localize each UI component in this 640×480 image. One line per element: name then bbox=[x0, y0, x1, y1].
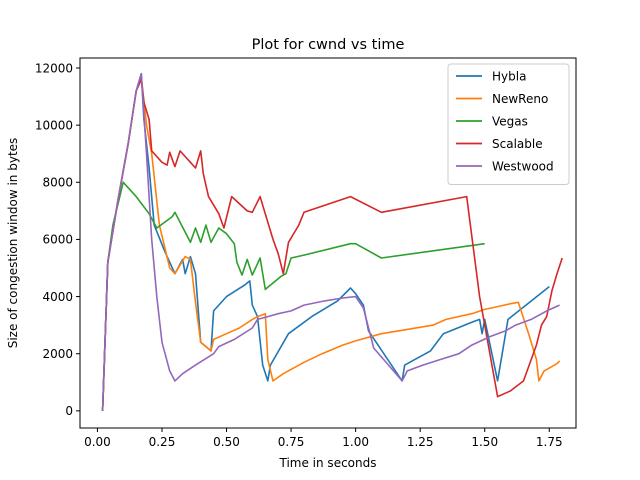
x-axis-ticks: 0.00 0.25 0.50 0.75 1.00 1.25 1.50 1.75 bbox=[84, 428, 563, 449]
legend-box bbox=[447, 63, 570, 185]
series-line-newreno bbox=[101, 75, 561, 411]
y-tick-label: 8000 bbox=[42, 176, 73, 190]
y-tick-label: 6000 bbox=[42, 233, 73, 247]
x-tick-label: 1.50 bbox=[471, 435, 498, 449]
x-tick-label: 0.00 bbox=[84, 435, 111, 449]
y-tick-label: 12000 bbox=[35, 61, 73, 75]
x-tick-label: 0.25 bbox=[149, 435, 176, 449]
plot-frame bbox=[79, 57, 577, 429]
y-axis-label: Size of congestion window in bytes bbox=[6, 138, 20, 349]
chart-title: Plot for cwnd vs time bbox=[252, 37, 405, 53]
legend-label: Vegas bbox=[492, 115, 528, 129]
series-line-scalable bbox=[101, 78, 563, 411]
legend: Hybla NewReno Vegas Scalable Westwood bbox=[447, 63, 570, 185]
legend-label: NewReno bbox=[492, 92, 548, 106]
legend-label: Westwood bbox=[492, 160, 554, 174]
y-tick-label: 10000 bbox=[35, 118, 73, 132]
legend-label: Scalable bbox=[492, 137, 543, 151]
y-tick-label: 2000 bbox=[42, 347, 73, 361]
x-tick-label: 1.25 bbox=[407, 435, 434, 449]
y-tick-label: 0 bbox=[65, 404, 73, 418]
y-tick-label: 4000 bbox=[42, 290, 73, 304]
x-axis-label: Time in seconds bbox=[279, 456, 377, 470]
x-tick-label: 1.00 bbox=[342, 435, 369, 449]
y-axis-ticks: 0 2000 4000 6000 8000 10000 12000 bbox=[35, 61, 80, 418]
x-tick-label: 0.75 bbox=[278, 435, 305, 449]
legend-label: Hybla bbox=[492, 70, 526, 84]
series-line-westwood bbox=[101, 72, 560, 411]
x-tick-label: 1.75 bbox=[536, 435, 563, 449]
x-tick-label: 0.50 bbox=[213, 435, 240, 449]
plot-area bbox=[101, 72, 563, 411]
series-line-vegas bbox=[101, 181, 485, 411]
